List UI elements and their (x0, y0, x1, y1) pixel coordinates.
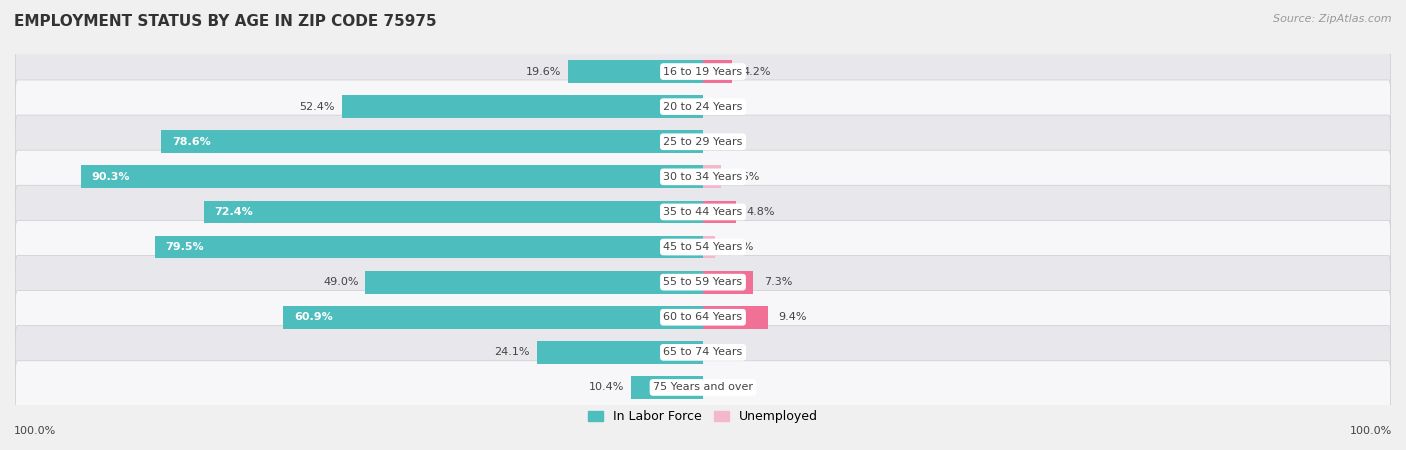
Text: 55 to 59 Years: 55 to 59 Years (664, 277, 742, 287)
Text: Source: ZipAtlas.com: Source: ZipAtlas.com (1274, 14, 1392, 23)
Text: 45 to 54 Years: 45 to 54 Years (664, 242, 742, 252)
Text: 52.4%: 52.4% (299, 102, 335, 112)
Text: 100.0%: 100.0% (14, 427, 56, 436)
Text: 0.0%: 0.0% (713, 102, 741, 112)
Text: 49.0%: 49.0% (323, 277, 359, 287)
Text: 0.0%: 0.0% (713, 347, 741, 357)
Text: 24.1%: 24.1% (495, 347, 530, 357)
Bar (568, 60, 703, 83)
Text: 2.6%: 2.6% (731, 172, 759, 182)
Text: 60.9%: 60.9% (294, 312, 333, 322)
Text: 4.2%: 4.2% (742, 67, 770, 76)
Text: 60 to 64 Years: 60 to 64 Years (664, 312, 742, 322)
Bar (703, 306, 768, 328)
Bar (342, 95, 703, 118)
FancyBboxPatch shape (15, 45, 1391, 98)
FancyBboxPatch shape (15, 220, 1391, 274)
Text: 72.4%: 72.4% (215, 207, 253, 217)
Text: 90.3%: 90.3% (91, 172, 129, 182)
FancyBboxPatch shape (15, 326, 1391, 379)
Text: 35 to 44 Years: 35 to 44 Years (664, 207, 742, 217)
Text: 79.5%: 79.5% (166, 242, 204, 252)
Bar (703, 201, 737, 223)
FancyBboxPatch shape (15, 115, 1391, 168)
Text: 19.6%: 19.6% (526, 67, 561, 76)
Text: 1.8%: 1.8% (725, 242, 754, 252)
Text: 65 to 74 Years: 65 to 74 Years (664, 347, 742, 357)
FancyBboxPatch shape (15, 256, 1391, 309)
Text: 0.0%: 0.0% (713, 382, 741, 392)
Text: 78.6%: 78.6% (172, 137, 211, 147)
FancyBboxPatch shape (15, 361, 1391, 414)
Text: 7.3%: 7.3% (763, 277, 792, 287)
Bar (537, 341, 703, 364)
FancyBboxPatch shape (15, 80, 1391, 133)
Text: EMPLOYMENT STATUS BY AGE IN ZIP CODE 75975: EMPLOYMENT STATUS BY AGE IN ZIP CODE 759… (14, 14, 437, 28)
Bar (631, 376, 703, 399)
FancyBboxPatch shape (15, 150, 1391, 203)
Bar (204, 201, 703, 223)
Text: 9.4%: 9.4% (778, 312, 807, 322)
Legend: In Labor Force, Unemployed: In Labor Force, Unemployed (583, 406, 823, 427)
Bar (703, 60, 733, 83)
Text: 30 to 34 Years: 30 to 34 Years (664, 172, 742, 182)
Bar (162, 130, 703, 153)
Text: 16 to 19 Years: 16 to 19 Years (664, 67, 742, 76)
Bar (366, 271, 703, 293)
Text: 0.0%: 0.0% (713, 137, 741, 147)
Text: 10.4%: 10.4% (589, 382, 624, 392)
Bar (155, 236, 703, 258)
FancyBboxPatch shape (15, 185, 1391, 238)
Text: 75 Years and over: 75 Years and over (652, 382, 754, 392)
Text: 20 to 24 Years: 20 to 24 Years (664, 102, 742, 112)
Bar (82, 166, 703, 188)
Bar (703, 166, 721, 188)
Text: 4.8%: 4.8% (747, 207, 775, 217)
Bar (703, 271, 754, 293)
Text: 25 to 29 Years: 25 to 29 Years (664, 137, 742, 147)
Text: 100.0%: 100.0% (1350, 427, 1392, 436)
FancyBboxPatch shape (15, 291, 1391, 344)
Bar (703, 236, 716, 258)
Bar (284, 306, 703, 328)
